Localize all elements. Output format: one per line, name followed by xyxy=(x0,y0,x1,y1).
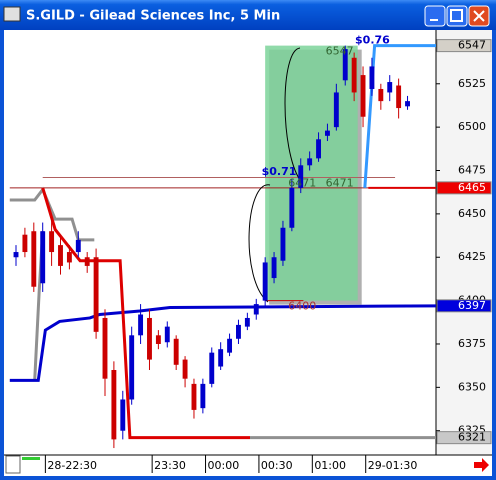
level-label: 6471 xyxy=(326,176,354,189)
price-marker xyxy=(436,431,492,445)
candle-body xyxy=(378,88,384,102)
candle-body xyxy=(182,359,188,379)
candle-body xyxy=(280,227,286,261)
y-tick-label: 6450 xyxy=(458,207,486,220)
candle-body xyxy=(66,252,72,263)
candle-body xyxy=(236,324,241,339)
window-title: S.GILD - Gilead Sciences Inc, 5 Min xyxy=(26,9,280,24)
candle-body xyxy=(298,165,304,188)
candle-body xyxy=(307,158,313,166)
scroll-bar xyxy=(22,457,40,460)
scroll-box[interactable] xyxy=(5,455,21,474)
candle-body xyxy=(253,304,259,315)
candle-body xyxy=(147,317,152,360)
y-tick-label: 6350 xyxy=(458,380,486,393)
candle-body xyxy=(40,231,46,284)
max-button[interactable] xyxy=(446,5,468,27)
candle-body xyxy=(84,257,90,266)
y-tick-label: 6500 xyxy=(458,120,486,133)
candle-body xyxy=(333,92,339,128)
arc xyxy=(248,184,271,303)
x-tick-label: 00:30 xyxy=(261,459,293,472)
candle-body xyxy=(405,101,410,107)
candle-body xyxy=(31,231,37,287)
indicator-line xyxy=(41,187,251,440)
client-area xyxy=(4,30,492,476)
candle-body xyxy=(289,187,295,228)
candle-body xyxy=(13,252,19,258)
level-label: 6547 xyxy=(326,45,354,58)
candle-body xyxy=(129,335,135,400)
candle-body xyxy=(324,130,330,136)
candle-body xyxy=(120,399,126,431)
candle-body xyxy=(111,370,117,440)
annotation: $0.71 xyxy=(262,165,297,178)
candle-body xyxy=(58,245,63,266)
candle-body xyxy=(316,139,321,159)
candle-body xyxy=(218,349,224,367)
x-tick-label: 00:00 xyxy=(208,459,240,472)
app-icon xyxy=(3,6,21,22)
indicator-line xyxy=(363,44,436,188)
annotation: $0.76 xyxy=(355,33,390,46)
candle-body xyxy=(227,338,233,353)
candle-body xyxy=(351,57,357,93)
price-marker xyxy=(436,181,492,195)
candle-body xyxy=(396,85,402,109)
candle-body xyxy=(387,82,393,93)
candle-body xyxy=(164,326,170,343)
scroll-arrow[interactable] xyxy=(474,458,489,472)
candle-body xyxy=(75,239,81,253)
candle-body xyxy=(155,335,161,344)
candle-body xyxy=(209,352,215,384)
candle-body xyxy=(102,317,108,379)
indicator-line xyxy=(9,304,437,382)
candle-body xyxy=(244,317,250,327)
title-bar xyxy=(0,0,496,30)
candle-body xyxy=(173,338,179,365)
candle-body xyxy=(49,231,55,253)
x-tick-label: 29-01:30 xyxy=(368,459,418,472)
price-marker xyxy=(436,299,492,313)
candle-body xyxy=(262,262,268,301)
candle-body xyxy=(22,234,28,253)
y-tick-label: 6475 xyxy=(458,164,486,177)
candle-body xyxy=(369,66,375,89)
price-marker xyxy=(436,39,492,53)
y-tick-label: 6375 xyxy=(458,337,486,350)
candle-body xyxy=(342,49,348,81)
y-tick-label: 6425 xyxy=(458,250,486,263)
arc xyxy=(284,47,301,181)
plot: 6547 6471 6471 6400 $0.71 $0.76 xyxy=(9,33,437,449)
level-label: 6471 xyxy=(288,176,316,189)
x-tick-label: 28-22:30 xyxy=(47,459,97,472)
candle-body xyxy=(200,383,206,409)
price-marker-label: 6547 xyxy=(458,39,486,52)
candle-body xyxy=(360,75,366,117)
price-marker-label: 6397 xyxy=(458,299,486,312)
level-label: 6400 xyxy=(288,300,316,313)
y-tick-label: 6525 xyxy=(458,77,486,90)
price-marker-label: 6465 xyxy=(458,181,486,194)
x-tick-label: 23:30 xyxy=(154,459,186,472)
candle-body xyxy=(138,314,144,336)
candle-body xyxy=(93,257,99,332)
price-marker-label: 6321 xyxy=(458,431,486,444)
close-button[interactable] xyxy=(468,5,490,27)
candle-body xyxy=(191,383,197,410)
candle-body xyxy=(271,257,277,279)
x-tick-label: 01:00 xyxy=(314,459,346,472)
min-button[interactable] xyxy=(424,5,446,27)
price-axis xyxy=(436,30,492,455)
